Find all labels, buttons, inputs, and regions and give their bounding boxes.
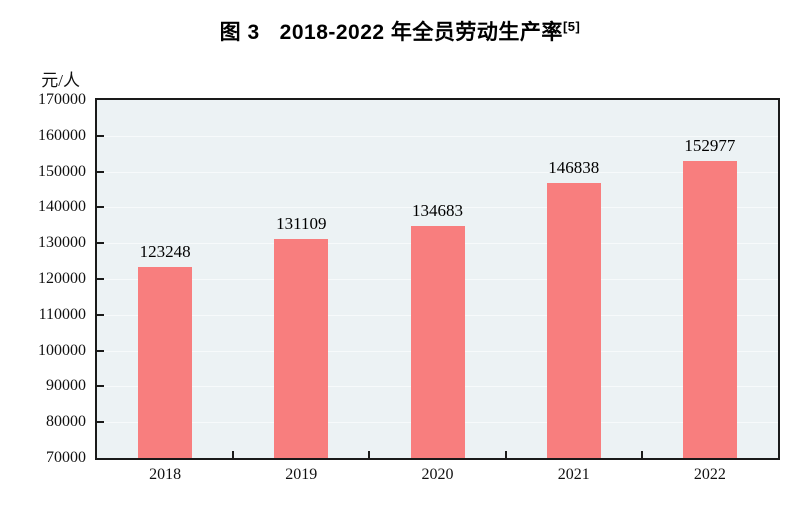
y-axis-tick bbox=[97, 170, 104, 173]
gridline bbox=[97, 207, 778, 209]
y-axis-tick-label: 150000 bbox=[38, 162, 86, 180]
bar-value-label: 152977 bbox=[684, 135, 736, 155]
y-axis-unit-label: 元/人 bbox=[41, 71, 80, 90]
y-axis-tick-label: 130000 bbox=[38, 234, 86, 252]
y-axis-tick bbox=[97, 278, 104, 280]
x-axis-tick-label: 2019 bbox=[285, 466, 318, 483]
y-axis-tick bbox=[97, 134, 104, 137]
x-axis-tick bbox=[232, 451, 235, 458]
y-axis-tick bbox=[97, 385, 104, 388]
gridline bbox=[97, 135, 778, 137]
y-axis-tick-label: 110000 bbox=[38, 305, 86, 323]
chart-title-text: 2018-2022 年全员劳动生产率 bbox=[279, 21, 563, 44]
chart-title-superscript: [5] bbox=[562, 19, 581, 34]
y-axis-tick bbox=[97, 421, 104, 424]
x-axis-tick bbox=[504, 451, 507, 458]
x-axis-tick bbox=[368, 451, 371, 458]
bar bbox=[682, 160, 737, 458]
y-axis-tick-label: 70000 bbox=[46, 449, 86, 466]
y-axis-tick-label: 80000 bbox=[46, 413, 86, 431]
bar-value-label: 134683 bbox=[412, 201, 463, 221]
gridline bbox=[97, 171, 778, 173]
y-axis-tick-label: 120000 bbox=[38, 270, 86, 287]
y-axis-tick bbox=[97, 313, 104, 316]
bar bbox=[410, 226, 465, 458]
chart-title-prefix: 图 3 bbox=[219, 21, 260, 44]
bar bbox=[274, 239, 329, 458]
x-axis-tick-label: 2022 bbox=[693, 466, 726, 483]
bar-value-label: 123248 bbox=[139, 242, 191, 262]
y-axis-tick bbox=[97, 206, 104, 209]
y-axis-tick-label: 160000 bbox=[38, 126, 86, 144]
bar bbox=[138, 267, 193, 458]
y-axis-tick bbox=[97, 349, 104, 352]
x-axis-tick-label: 2021 bbox=[557, 466, 590, 483]
y-axis-tick-label: 140000 bbox=[38, 198, 86, 216]
y-axis-tick-label: 90000 bbox=[46, 377, 86, 395]
bar-value-label: 131109 bbox=[276, 214, 327, 234]
x-axis-tick bbox=[640, 451, 643, 458]
y-axis-tick-labels: 70000 80000 90000 100000 110000 120000 130000 1… bbox=[0, 91, 86, 466]
x-axis-tick-label: 2018 bbox=[149, 466, 182, 483]
chart-title: 图 3 2018-2022 年全员劳动生产率[5] bbox=[0, 16, 800, 46]
plot-area: 123248 131109 134683 146838 152977 bbox=[95, 98, 780, 460]
y-axis-tick bbox=[97, 242, 104, 245]
y-axis-tick-label: 170000 bbox=[38, 91, 86, 108]
x-axis-tick-labels: 2018 2019 2020 2021 2022 bbox=[97, 466, 778, 488]
bar-value-label: 146838 bbox=[548, 157, 600, 177]
bar bbox=[546, 182, 601, 458]
y-axis-tick-label: 100000 bbox=[38, 341, 86, 359]
x-axis-tick-label: 2020 bbox=[421, 466, 454, 483]
